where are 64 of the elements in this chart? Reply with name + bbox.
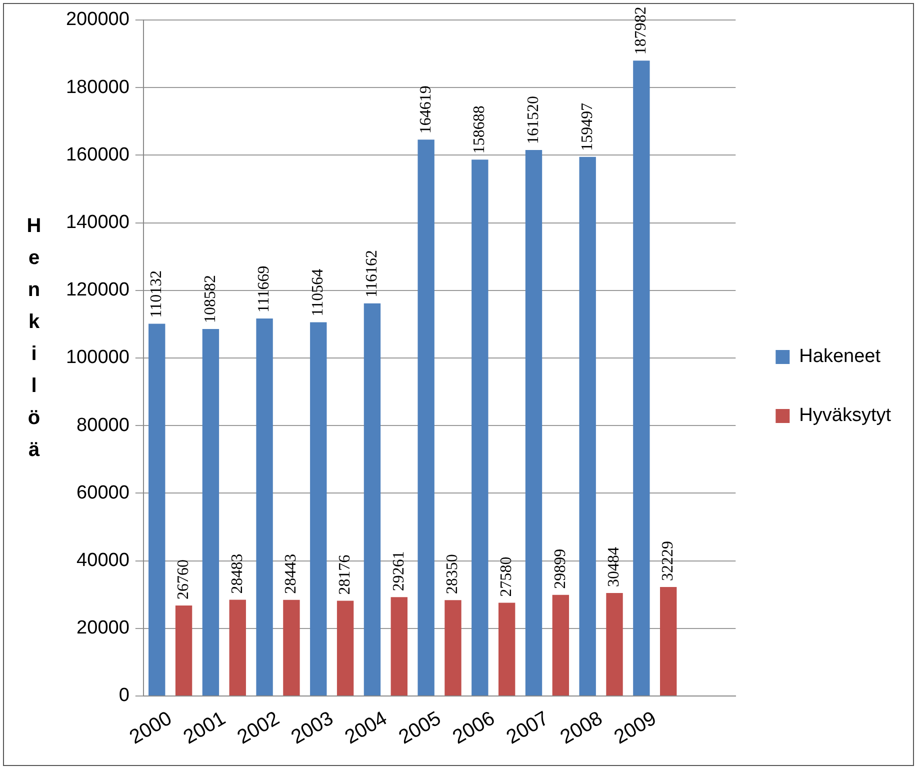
x-tick-label: 2007	[502, 707, 552, 749]
bar	[256, 318, 273, 696]
y-tick-label: 20000	[76, 618, 130, 639]
y-tick-label: 0	[118, 685, 130, 706]
data-label: 26760	[174, 560, 192, 600]
bar	[660, 587, 677, 696]
legend-label: Hyväksytyt	[799, 405, 892, 426]
data-label: 28443	[282, 554, 300, 594]
y-axis-title: Henkilöä	[22, 215, 45, 471]
data-label: 161520	[524, 96, 542, 144]
y-tick-label: 80000	[76, 414, 130, 436]
bar	[525, 150, 542, 696]
y-tick-label: 60000	[76, 482, 130, 504]
data-label: 30484	[606, 546, 623, 587]
data-label: 116162	[363, 250, 380, 298]
bar	[633, 60, 650, 696]
x-tick-label: 2006	[449, 707, 499, 749]
data-label: 158688	[471, 106, 488, 154]
bar	[579, 156, 596, 696]
bar	[229, 600, 246, 696]
data-label: 29261	[390, 551, 408, 592]
data-label: 32229	[660, 541, 677, 582]
x-tick-label: 2004	[341, 707, 391, 749]
bar	[472, 160, 488, 696]
data-label: 110132	[148, 270, 166, 318]
data-label: 27580	[498, 556, 516, 597]
y-tick-label: 100000	[66, 347, 130, 368]
y-tick-label: 120000	[66, 280, 130, 301]
bar	[310, 322, 327, 696]
x-tick-label: 2008	[556, 707, 606, 749]
x-tick-label: 2003	[288, 707, 338, 749]
y-tick-label: 160000	[66, 144, 130, 166]
bar	[175, 606, 192, 696]
data-label: 187982	[632, 6, 650, 55]
bar	[418, 140, 434, 696]
bar	[444, 600, 462, 696]
data-label: 111669	[256, 266, 273, 313]
data-label: 28350	[444, 554, 462, 594]
data-label: 110564	[310, 268, 327, 316]
data-label: 159497	[578, 102, 596, 151]
bar	[283, 600, 300, 696]
y-tick-label: 40000	[76, 550, 130, 572]
x-tick-label: 2009	[610, 707, 660, 749]
bar	[148, 324, 166, 696]
y-tick-label: 140000	[66, 212, 130, 234]
y-tick-label: 200000	[66, 9, 130, 30]
bar	[390, 597, 408, 696]
x-tick-label: 2002	[234, 707, 284, 749]
bar	[202, 328, 220, 696]
data-label: 108582	[202, 274, 219, 323]
legend-label: Hakeneet	[799, 346, 882, 368]
bar	[606, 592, 623, 696]
data-label: 28483	[228, 554, 246, 594]
bar	[364, 303, 381, 696]
y-tick-label: 180000	[66, 76, 130, 98]
bar	[552, 594, 570, 696]
x-tick-label: 2005	[395, 707, 445, 749]
data-label: 164619	[417, 86, 434, 134]
bar	[336, 600, 354, 696]
x-tick-label: 2000	[126, 707, 176, 749]
bar	[498, 602, 516, 696]
data-label: 29899	[552, 548, 569, 589]
data-label: 28176	[336, 554, 354, 595]
x-tick-label: 2001	[180, 707, 230, 749]
